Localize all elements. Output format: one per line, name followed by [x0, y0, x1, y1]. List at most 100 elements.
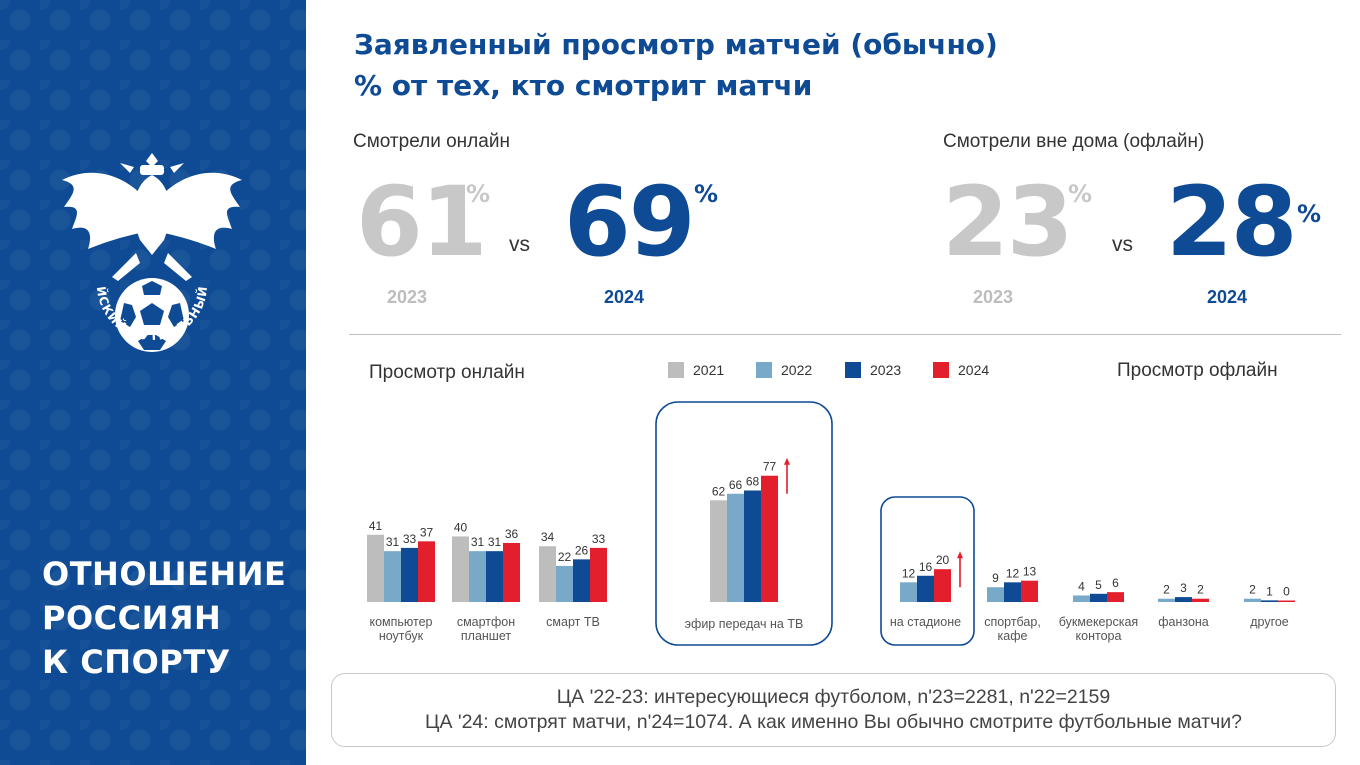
bar-эфир-передач-на-ТВ-2024	[761, 475, 778, 602]
bar-другое-2023	[1261, 600, 1278, 602]
kpi-online-vs: vs	[509, 233, 530, 256]
bar-эфир-передач-на-ТВ-2023	[744, 490, 761, 602]
footnote: ЦА '22-23: интересующиеся футболом, n'23…	[331, 673, 1336, 747]
section-online-label: Просмотр онлайн	[369, 362, 525, 383]
legend-label-2021: 2021	[693, 362, 725, 378]
divider	[349, 334, 1341, 335]
data-label-эфир-передач-на-ТВ-2023: 68	[746, 474, 760, 488]
category-label-фанзона: фанзона	[1158, 615, 1209, 629]
page-title-line-2: % от тех, кто смотрит матчи	[354, 69, 813, 102]
legend-item-2023: 2023	[845, 362, 901, 378]
bar-на-стадионе-2024	[934, 569, 951, 602]
bar-спортбар-кафе-2024	[1021, 580, 1038, 602]
bar-смартфон-планшет-2024	[503, 542, 520, 602]
data-label-компьютер-ноутбук-2024: 37	[420, 525, 434, 539]
legend-label-2024: 2024	[958, 362, 990, 378]
bar-компьютер-ноутбук-2022	[384, 551, 401, 602]
bar-фанзона-2024	[1192, 598, 1209, 602]
data-label-на-стадионе-2023: 16	[919, 560, 933, 574]
kpi-online-old-value: 61	[356, 166, 488, 278]
data-label-смарт-ТВ-2022: 22	[558, 550, 572, 564]
bar-другое-2022	[1244, 598, 1261, 602]
bar-компьютер-ноутбук-2024	[418, 541, 435, 602]
data-label-смартфон-планшет-2021: 40	[454, 520, 468, 534]
category-label-эфир-передач-на-ТВ: эфир передач на ТВ	[685, 617, 804, 631]
bar-другое-2024	[1278, 600, 1295, 602]
kpi-online-new-percent: %	[694, 180, 719, 208]
category-label-смартфон-планшет-1: смартфон	[457, 615, 515, 629]
kpi-online-old-percent: %	[466, 180, 491, 208]
data-label-спортбар-кафе-2022: 9	[992, 571, 999, 585]
kpi-offline-old-year: 2023	[973, 287, 1014, 307]
legend-swatch-2022	[756, 362, 772, 378]
data-label-смарт-ТВ-2024: 33	[592, 532, 606, 546]
page-title: Заявленный просмотр матчей (обычно) % от…	[354, 24, 998, 106]
kpi-offline-old-percent: %	[1068, 180, 1093, 208]
kpi-offline-old-value: 23	[942, 166, 1074, 278]
legend-label-2022: 2022	[781, 362, 813, 378]
footnote-line-1: ЦА '22-23: интересующиеся футболом, n'23…	[556, 686, 1111, 708]
category-label-букмекерская-контора-1: букмекерская	[1059, 615, 1138, 629]
kpi-offline-label: Смотрели вне дома (офлайн)	[943, 131, 1205, 152]
legend-swatch-2023	[845, 362, 861, 378]
bar-на-стадионе-2023	[917, 575, 934, 602]
data-label-букмекерская-контора-2022: 4	[1078, 579, 1085, 593]
data-label-другое-2022: 2	[1249, 583, 1256, 597]
category-label-смарт-ТВ: смарт ТВ	[546, 615, 600, 629]
bar-смарт-ТВ-2022	[556, 565, 573, 602]
bar-на-стадионе-2022	[900, 582, 917, 602]
bar-смартфон-планшет-2022	[469, 551, 486, 602]
highlight-box-эфир-передач-на-ТВ	[655, 401, 833, 646]
data-label-смарт-ТВ-2023: 26	[575, 543, 589, 557]
bar-смарт-ТВ-2023	[573, 559, 590, 602]
sidebar-title: ОТНОШЕНИЕ РОССИЯН К СПОРТУ	[42, 552, 286, 684]
rfs-emblem-icon: РОССИЙСКИЙ ФУТБОЛЬНЫЙ СОЮЗ	[52, 145, 242, 352]
category-label-компьютер-ноутбук-2: ноутбук	[379, 629, 424, 643]
bar-букмекерская-контора-2022	[1073, 595, 1090, 602]
kpi-online-new-value: 69	[564, 166, 696, 278]
kpi-offline-new-percent: %	[1297, 200, 1322, 228]
bar-смартфон-планшет-2021	[452, 536, 469, 602]
bar-смартфон-планшет-2023	[486, 551, 503, 602]
legend-swatch-2021	[668, 362, 684, 378]
bar-компьютер-ноутбук-2021	[367, 534, 384, 602]
category-label-на-стадионе: на стадионе	[890, 615, 961, 629]
data-label-смартфон-планшет-2022: 31	[471, 535, 485, 549]
category-label-спортбар-кафе-1: спортбар,	[984, 615, 1041, 629]
bar-фанзона-2022	[1158, 598, 1175, 602]
sidebar-title-line-3: К СПОРТУ	[42, 643, 231, 681]
page-title-line-1: Заявленный просмотр матчей (обычно)	[354, 28, 998, 61]
data-label-фанзона-2023: 3	[1180, 581, 1187, 595]
data-label-компьютер-ноутбук-2022: 31	[386, 535, 400, 549]
data-label-компьютер-ноутбук-2021: 41	[369, 519, 383, 533]
bar-спортбар-кафе-2023	[1004, 582, 1021, 602]
bar-смарт-ТВ-2021	[539, 546, 556, 602]
data-label-компьютер-ноутбук-2023: 33	[403, 532, 417, 546]
data-label-спортбар-кафе-2023: 12	[1006, 566, 1020, 580]
bar-букмекерская-контора-2024	[1107, 592, 1124, 602]
data-label-эфир-передач-на-ТВ-2024: 77	[763, 460, 777, 474]
legend-item-2024: 2024	[933, 362, 989, 378]
sidebar: РОССИЙСКИЙ ФУТБОЛЬНЫЙ СОЮЗ ОТНОШЕНИЕ РОС…	[0, 0, 306, 765]
sidebar-title-line-2: РОССИЯН	[42, 599, 222, 637]
kpi-offline-new-value: 28	[1166, 166, 1298, 278]
category-label-компьютер-ноутбук-1: компьютер	[369, 615, 432, 629]
footnote-line-2: ЦА '24: смотрят матчи, n'24=1074. А как …	[425, 711, 1242, 733]
section-offline-label: Просмотр офлайн	[1117, 360, 1278, 381]
bar-эфир-передач-на-ТВ-2021	[710, 500, 727, 602]
legend-swatch-2024	[933, 362, 949, 378]
category-label-букмекерская-контора-2: контора	[1076, 629, 1122, 643]
data-label-смартфон-планшет-2023: 31	[488, 535, 502, 549]
highlight-box-на-стадионе	[880, 496, 975, 646]
data-label-фанзона-2024: 2	[1197, 583, 1204, 597]
growth-arrow-head-на-стадионе	[957, 551, 963, 559]
kpi-online-label: Смотрели онлайн	[353, 131, 510, 152]
legend-item-2021: 2021	[668, 362, 724, 378]
data-label-другое-2024: 0	[1283, 585, 1290, 599]
growth-arrow-head-эфир-передач-на-ТВ	[784, 457, 790, 465]
data-label-смарт-ТВ-2021: 34	[541, 530, 555, 544]
legend-label-2023: 2023	[870, 362, 902, 378]
data-label-смартфон-планшет-2024: 36	[505, 527, 519, 541]
data-label-фанзона-2022: 2	[1163, 583, 1170, 597]
